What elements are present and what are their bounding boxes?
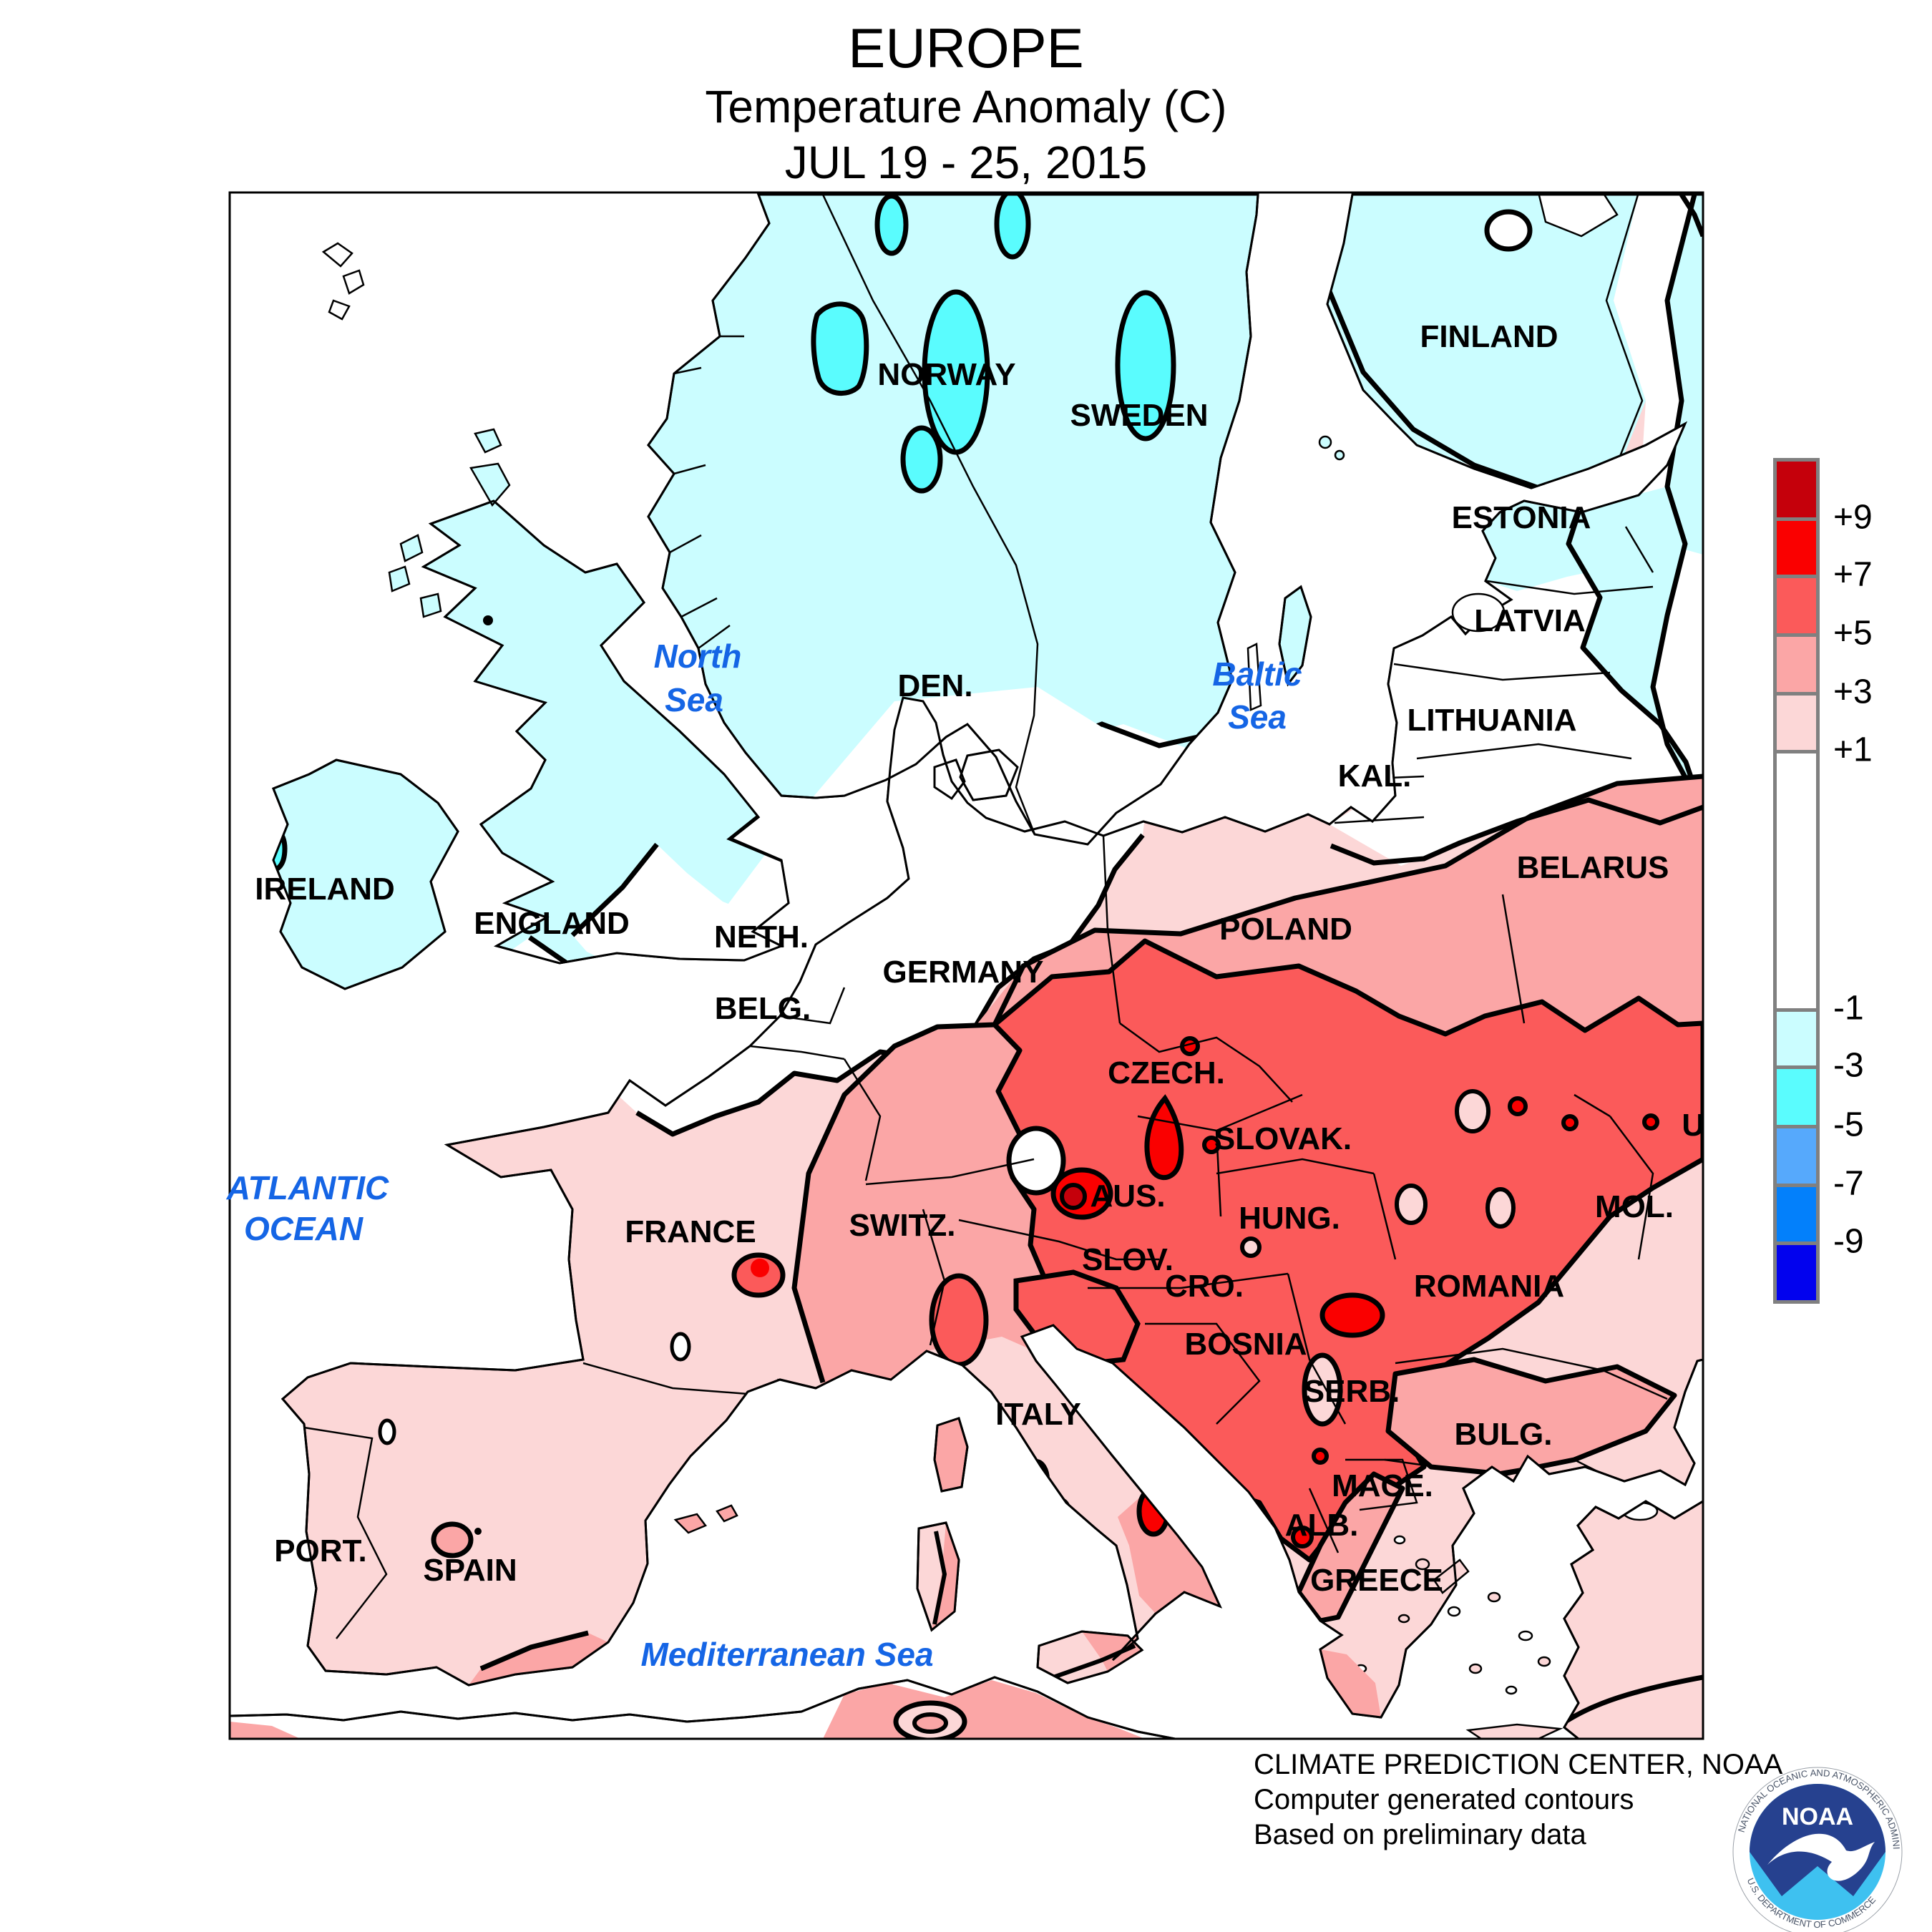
legend-cell bbox=[1773, 1065, 1820, 1128]
legend-cell bbox=[1773, 692, 1820, 753]
legend-cell bbox=[1773, 750, 1820, 1012]
legend-tick: -3 bbox=[1833, 1046, 1864, 1085]
legend-cell bbox=[1773, 1125, 1820, 1187]
legend-tick: -9 bbox=[1833, 1222, 1864, 1261]
page-subtitle: Temperature Anomaly (C) bbox=[705, 81, 1227, 132]
legend-cell bbox=[1773, 517, 1820, 578]
legend-cell bbox=[1773, 458, 1820, 521]
attribution-line2: Computer generated contours bbox=[1254, 1784, 1634, 1815]
attribution-line3: Based on preliminary data bbox=[1254, 1819, 1586, 1850]
legend-cell bbox=[1773, 1008, 1820, 1069]
legend-tick: +1 bbox=[1833, 731, 1873, 769]
legend-tick: -5 bbox=[1833, 1106, 1864, 1144]
legend-cell bbox=[1773, 575, 1820, 637]
legend-tick: +9 bbox=[1833, 498, 1873, 537]
legend-tick: +5 bbox=[1833, 614, 1873, 653]
page-daterange: JUL 19 - 25, 2015 bbox=[784, 137, 1148, 188]
page-title: EUROPE bbox=[848, 16, 1084, 79]
attribution-line1: CLIMATE PREDICTION CENTER, NOAA bbox=[1254, 1749, 1783, 1780]
legend-tick: -7 bbox=[1833, 1164, 1864, 1203]
legend-tick: +3 bbox=[1833, 673, 1873, 711]
legend-cell bbox=[1773, 633, 1820, 696]
attribution: CLIMATE PREDICTION CENTER, NOAA Computer… bbox=[1254, 1747, 1782, 1853]
legend-cell bbox=[1773, 1241, 1820, 1304]
legend-cell bbox=[1773, 1184, 1820, 1245]
svg-text:NOAA: NOAA bbox=[1782, 1803, 1853, 1830]
map-frame bbox=[228, 191, 1704, 1740]
legend-tick: -1 bbox=[1833, 989, 1864, 1028]
legend-tick: +7 bbox=[1833, 555, 1873, 594]
